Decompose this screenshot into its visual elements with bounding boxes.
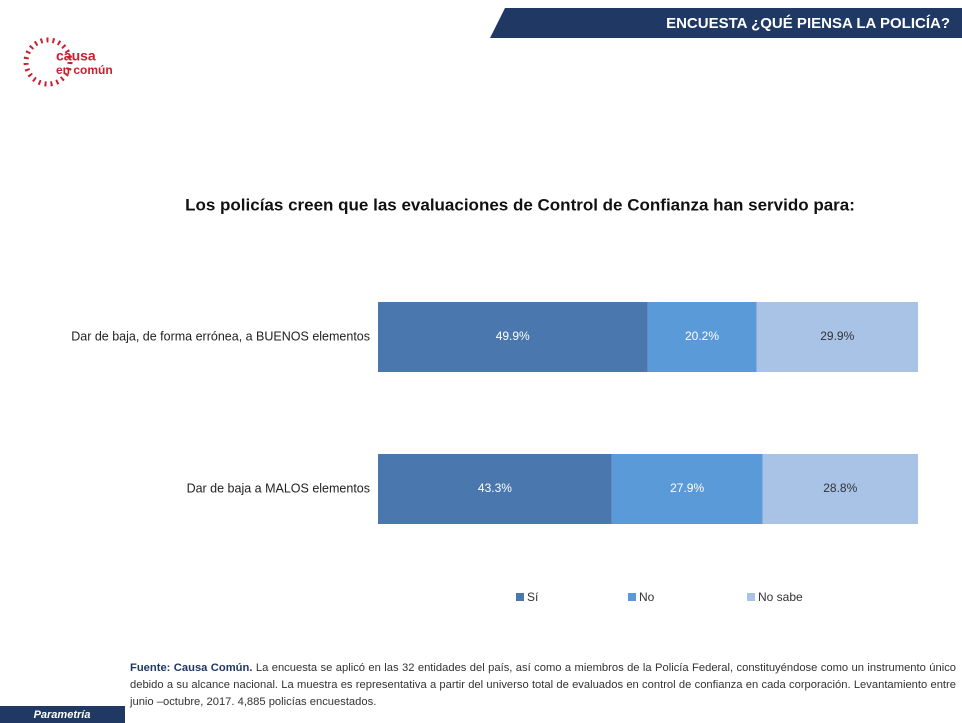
legend-label: No: [639, 590, 655, 604]
category-label: Dar de baja, de forma errónea, a BUENOS …: [71, 329, 370, 343]
bar-segment: [611, 454, 763, 524]
value-label: 49.9%: [496, 329, 530, 343]
badge: [0, 706, 125, 723]
value-label: 43.3%: [478, 481, 512, 495]
bar-segment: [378, 302, 648, 372]
value-label: 29.9%: [820, 329, 854, 343]
source-text: La encuesta se aplicó en las 32 entidade…: [130, 662, 957, 708]
value-label: 27.9%: [670, 481, 704, 495]
header-title: ENCUESTA ¿QUÉ PIENSA LA POLICÍA?: [666, 15, 950, 32]
legend-swatch: [628, 593, 636, 601]
bar-segment: [647, 302, 757, 372]
bar-segment: [756, 302, 918, 372]
bar-segment: [762, 454, 918, 524]
chart-title: Los policías creen que las evaluaciones …: [185, 195, 855, 214]
category-label: Dar de baja a MALOS elementos: [187, 481, 370, 495]
source-label: Fuente: Causa Común.: [130, 662, 253, 674]
logo-text: en común: [56, 63, 113, 77]
legend-swatch: [747, 593, 755, 601]
header-bar: [490, 8, 962, 38]
legend-swatch: [516, 593, 524, 601]
legend-label: Sí: [527, 590, 539, 604]
footer: Fuente: Causa Común. La encuesta se apli…: [130, 660, 956, 711]
value-label: 28.8%: [823, 481, 857, 495]
value-label: 20.2%: [685, 329, 719, 343]
bar-segment: [378, 454, 612, 524]
logo: causa en común: [23, 37, 113, 87]
legend-label: No sabe: [758, 590, 803, 604]
badge-text: Parametría: [34, 709, 91, 721]
logo-text: causa: [56, 48, 96, 64]
